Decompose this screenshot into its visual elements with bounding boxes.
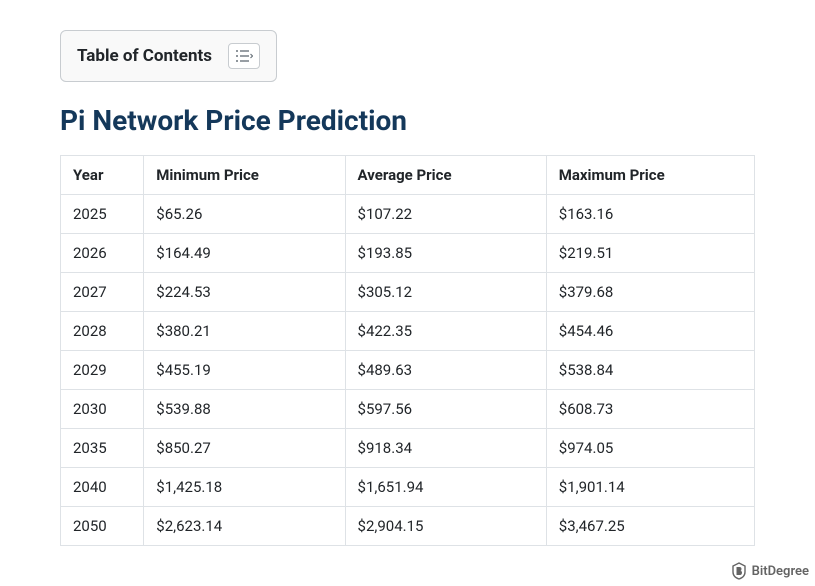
cell-year: 2050 xyxy=(61,507,144,546)
cell-min: $1,425.18 xyxy=(144,468,345,507)
table-row: 2026 $164.49 $193.85 $219.51 xyxy=(61,234,755,273)
col-header-year: Year xyxy=(61,156,144,195)
cell-max: $379.68 xyxy=(546,273,754,312)
cell-year: 2025 xyxy=(61,195,144,234)
page-title: Pi Network Price Prediction xyxy=(60,104,755,137)
col-header-min: Minimum Price xyxy=(144,156,345,195)
bitdegree-logo-icon xyxy=(730,562,748,580)
cell-min: $65.26 xyxy=(144,195,345,234)
watermark: BitDegree xyxy=(730,562,809,580)
table-row: 2029 $455.19 $489.63 $538.84 xyxy=(61,351,755,390)
table-row: 2028 $380.21 $422.35 $454.46 xyxy=(61,312,755,351)
cell-max: $608.73 xyxy=(546,390,754,429)
list-toggle-icon xyxy=(235,49,253,63)
cell-year: 2035 xyxy=(61,429,144,468)
cell-max: $974.05 xyxy=(546,429,754,468)
cell-avg: $1,651.94 xyxy=(345,468,546,507)
cell-max: $454.46 xyxy=(546,312,754,351)
toc-toggle-button[interactable] xyxy=(228,43,260,69)
cell-min: $850.27 xyxy=(144,429,345,468)
cell-avg: $918.34 xyxy=(345,429,546,468)
table-row: 2040 $1,425.18 $1,651.94 $1,901.14 xyxy=(61,468,755,507)
cell-min: $455.19 xyxy=(144,351,345,390)
cell-max: $538.84 xyxy=(546,351,754,390)
cell-year: 2027 xyxy=(61,273,144,312)
table-row: 2027 $224.53 $305.12 $379.68 xyxy=(61,273,755,312)
table-row: 2030 $539.88 $597.56 $608.73 xyxy=(61,390,755,429)
cell-year: 2026 xyxy=(61,234,144,273)
cell-year: 2040 xyxy=(61,468,144,507)
cell-max: $163.16 xyxy=(546,195,754,234)
toc-label: Table of Contents xyxy=(77,46,212,66)
cell-year: 2030 xyxy=(61,390,144,429)
cell-avg: $489.63 xyxy=(345,351,546,390)
cell-year: 2028 xyxy=(61,312,144,351)
table-row: 2025 $65.26 $107.22 $163.16 xyxy=(61,195,755,234)
cell-max: $1,901.14 xyxy=(546,468,754,507)
table-header-row: Year Minimum Price Average Price Maximum… xyxy=(61,156,755,195)
table-row: 2035 $850.27 $918.34 $974.05 xyxy=(61,429,755,468)
cell-min: $164.49 xyxy=(144,234,345,273)
cell-avg: $422.35 xyxy=(345,312,546,351)
col-header-max: Maximum Price xyxy=(546,156,754,195)
cell-year: 2029 xyxy=(61,351,144,390)
cell-max: $3,467.25 xyxy=(546,507,754,546)
col-header-avg: Average Price xyxy=(345,156,546,195)
cell-avg: $107.22 xyxy=(345,195,546,234)
cell-min: $2,623.14 xyxy=(144,507,345,546)
cell-min: $539.88 xyxy=(144,390,345,429)
watermark-text: BitDegree xyxy=(752,564,809,579)
cell-avg: $597.56 xyxy=(345,390,546,429)
cell-avg: $193.85 xyxy=(345,234,546,273)
cell-min: $380.21 xyxy=(144,312,345,351)
table-body: 2025 $65.26 $107.22 $163.16 2026 $164.49… xyxy=(61,195,755,546)
price-prediction-table: Year Minimum Price Average Price Maximum… xyxy=(60,155,755,546)
cell-min: $224.53 xyxy=(144,273,345,312)
cell-max: $219.51 xyxy=(546,234,754,273)
cell-avg: $2,904.15 xyxy=(345,507,546,546)
cell-avg: $305.12 xyxy=(345,273,546,312)
table-row: 2050 $2,623.14 $2,904.15 $3,467.25 xyxy=(61,507,755,546)
toc-box: Table of Contents xyxy=(60,30,277,82)
